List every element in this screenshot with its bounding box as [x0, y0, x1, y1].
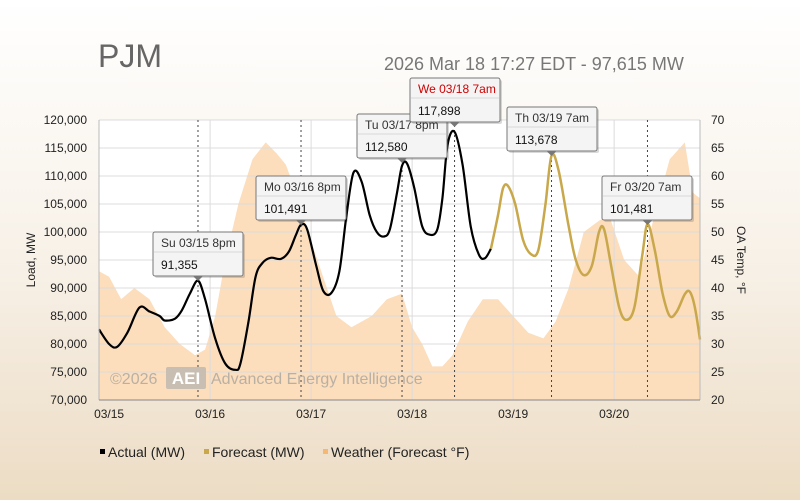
callout-pointer — [192, 276, 203, 281]
y-tick-label: 70,000 — [50, 393, 87, 407]
callout-pointer — [296, 220, 307, 225]
y2-tick-label: 55 — [711, 197, 725, 211]
callout-value: 112,580 — [365, 140, 408, 154]
y-axis-title: Load, MW — [24, 232, 38, 287]
watermark: ©2026 AEI Advanced Energy Intelligence — [110, 367, 423, 389]
y2-tick-labels: 20 25 30 35 40 45 50 55 60 65 70 — [711, 113, 725, 407]
y2-tick-label: 70 — [711, 113, 725, 127]
legend-swatch-forecast — [204, 449, 209, 454]
peak-callout[interactable]: Su 03/15 8pm 91,355 — [152, 231, 245, 281]
y-tick-label: 90,000 — [50, 281, 87, 295]
callout-value: 101,481 — [610, 202, 654, 216]
x-tick-labels: 03/15 03/16 03/17 03/18 03/19 03/20 — [94, 407, 629, 421]
callout-value: 113,678 — [515, 133, 558, 147]
y-tick-label: 120,000 — [44, 113, 88, 127]
x-tick-label: 03/18 — [397, 407, 427, 421]
y2-tick-label: 65 — [711, 141, 725, 155]
legend-item-actual[interactable]: Actual (MW) — [100, 444, 185, 460]
y-tick-label: 110,000 — [45, 169, 88, 183]
peak-callout[interactable]: We 03/18 7am 117,898 — [409, 77, 502, 127]
y2-tick-label: 60 — [711, 169, 725, 183]
y-tick-label: 85,000 — [50, 309, 87, 323]
y-tick-label: 80,000 — [50, 337, 87, 351]
y2-axis-title: OA Temp, °F — [734, 226, 748, 294]
series-actual-line — [98, 129, 492, 372]
x-tick-label: 03/17 — [296, 407, 326, 421]
y2-tick-label: 35 — [711, 309, 725, 323]
y2-tick-label: 30 — [711, 337, 725, 351]
y-tick-label: 105,000 — [44, 197, 88, 211]
callout-pointer — [546, 151, 557, 156]
series-weather-area — [99, 142, 700, 400]
callout-pointer — [449, 122, 460, 127]
legend-swatch-actual — [100, 449, 105, 454]
x-tick-label: 03/15 — [94, 407, 124, 421]
timestamp-load-status: 2026 Mar 18 17:27 EDT - 97,615 MW — [384, 54, 684, 74]
y-tick-label: 100,000 — [44, 225, 88, 239]
page-title: PJM — [98, 38, 162, 74]
legend-label-weather: Weather (Forecast °F) — [331, 444, 469, 460]
callout-date: Su 03/15 8pm — [161, 236, 236, 250]
peak-callout[interactable]: Mo 03/16 8pm 101,491 — [255, 175, 348, 225]
aei-logo-box — [166, 367, 206, 389]
callout-date: Mo 03/16 8pm — [264, 180, 341, 194]
x-tick-label: 03/20 — [599, 407, 629, 421]
callout-date: We 03/18 7am — [418, 82, 496, 96]
weather-layer — [99, 142, 700, 400]
callout-date: Th 03/19 7am — [515, 111, 589, 125]
callout-pointer — [397, 158, 408, 163]
callout-date: Fr 03/20 7am — [610, 180, 681, 194]
watermark-name: Advanced Energy Intelligence — [211, 371, 423, 388]
y2-tick-label: 45 — [711, 253, 725, 267]
y-tick-label: 115,000 — [45, 141, 88, 155]
peak-callout[interactable]: Th 03/19 7am 113,678 — [506, 106, 599, 156]
y-tick-labels: 70,000 75,000 80,000 85,000 90,000 95,000 100,… — [44, 113, 88, 407]
x-tick-label: 03/19 — [498, 407, 528, 421]
legend-item-weather[interactable]: Weather (Forecast °F) — [323, 444, 469, 460]
series-forecast-line — [489, 152, 702, 340]
legend-label-actual: Actual (MW) — [108, 444, 185, 460]
peak-callout[interactable]: Fr 03/20 7am 101,481 — [601, 175, 694, 225]
watermark-year: ©2026 — [110, 371, 157, 388]
y-tick-label: 75,000 — [50, 365, 87, 379]
legend: Actual (MW) Forecast (MW) Weather (Forec… — [100, 444, 469, 460]
axes-layer: Load, MW OA Temp, °F — [24, 120, 748, 401]
y2-tick-label: 25 — [711, 365, 725, 379]
y-tick-label: 95,000 — [50, 253, 87, 267]
callout-value: 91,355 — [161, 258, 198, 272]
legend-label-forecast: Forecast (MW) — [212, 444, 305, 460]
callout-value: 117,898 — [418, 104, 461, 118]
y2-tick-label: 20 — [711, 393, 725, 407]
callout-pointer — [642, 220, 653, 225]
series-layer — [98, 129, 702, 372]
callout-value: 101,491 — [264, 202, 308, 216]
peak-callouts: Su 03/15 8pm 91,355 Mo 03/16 8pm 101,491 Tu … — [152, 77, 694, 281]
legend-swatch-weather — [323, 449, 328, 454]
y2-tick-label: 50 — [711, 225, 725, 239]
x-tick-label: 03/16 — [195, 407, 225, 421]
aei-logo-text: AEI — [172, 369, 200, 388]
y2-tick-label: 40 — [711, 281, 725, 295]
legend-item-forecast[interactable]: Forecast (MW) — [204, 444, 305, 460]
